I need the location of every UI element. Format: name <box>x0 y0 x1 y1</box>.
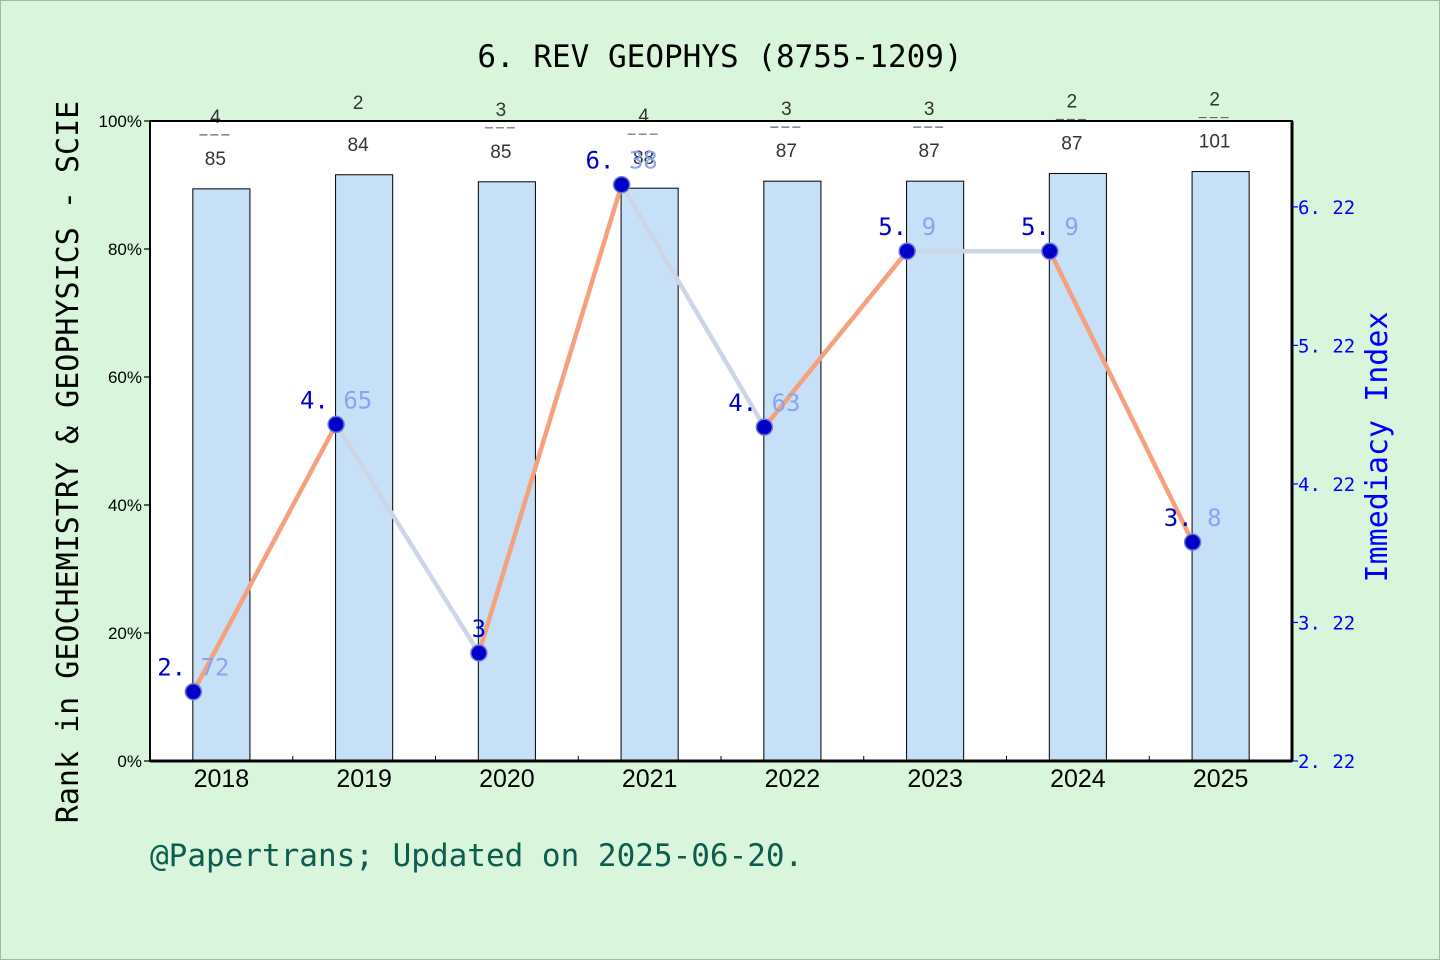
bar-2022 <box>763 180 822 762</box>
data-label-2025: 3. 8 <box>1164 504 1222 532</box>
line-segment <box>1047 248 1195 545</box>
left-tick-label: 80% <box>108 240 142 259</box>
rank-label: 4 <box>638 106 649 127</box>
data-label-2018: 2. 72 <box>157 654 229 682</box>
x-tick-label: 2018 <box>194 765 250 793</box>
line-segment <box>191 422 339 694</box>
data-label-2024: 5. 9 <box>1021 213 1079 241</box>
point-2025 <box>1183 533 1202 551</box>
line-segment <box>619 182 767 430</box>
total-label: 101 <box>1199 132 1231 153</box>
rank-label: 2 <box>353 93 364 114</box>
data-label-2019: 4. 65 <box>300 386 372 414</box>
point-2018 <box>184 682 203 701</box>
footer-note: @Papertrans; Updated on 2025-06-20. <box>150 838 803 874</box>
x-tick-label: 2022 <box>765 765 821 793</box>
rank-label: 3 <box>924 99 935 120</box>
x-tick-label: 2020 <box>479 765 535 793</box>
x-tick-label: 2021 <box>622 765 678 793</box>
left-tick-label: 20% <box>108 624 142 643</box>
x-tick-label: 2019 <box>336 765 392 793</box>
data-label-2023: 5. 9 <box>878 213 936 241</box>
chart-title: 6. REV GEOPHYS (8755-1209) <box>477 39 962 75</box>
right-tick-label: 6. 22 <box>1298 197 1355 219</box>
y-axis-right-label: Immediacy Index <box>1360 312 1395 583</box>
rank-labels: 4 85 2 84 3 85 4 88 3 87 3 87 2 87 2 101 <box>199 90 1231 170</box>
left-tick-label: 40% <box>108 496 142 515</box>
rank-label: 2 <box>1067 91 1078 112</box>
left-tick-label: 0% <box>117 752 142 771</box>
bar-2024 <box>1048 172 1107 762</box>
total-label: 88 <box>633 148 654 169</box>
rank-label: 4 <box>210 107 221 128</box>
right-tick-label: 4. 22 <box>1298 474 1355 496</box>
line-segment <box>762 248 910 430</box>
data-label-2021: 6. 38 <box>585 147 657 175</box>
total-label: 87 <box>776 141 797 162</box>
left-tick-label: 60% <box>108 368 142 387</box>
total-label: 84 <box>348 135 370 156</box>
data-label-2022: 4. 63 <box>728 389 800 417</box>
point-2021 <box>612 175 631 194</box>
line-segment <box>476 182 624 656</box>
plot-area <box>150 121 1292 761</box>
axes: 0% 20% 40% 60% 80% 100% 2. 22 3. 22 4. 22 5. 22 6.… <box>99 112 1356 793</box>
point-2023 <box>898 242 916 260</box>
x-tick-label: 2024 <box>1050 765 1106 793</box>
point-2022 <box>755 418 774 436</box>
bar-2020 <box>477 181 536 762</box>
x-tick-label: 2025 <box>1193 765 1249 793</box>
y-axis-left-label: Rank in GEOCHEMISTRY & GEOPHYSICS - SCIE <box>51 101 86 823</box>
point-2019 <box>327 415 345 434</box>
x-tick-label: 2023 <box>907 765 963 793</box>
rank-label: 2 <box>1209 90 1220 111</box>
bar-2025 <box>1191 171 1250 762</box>
data-label-2020: 3 <box>472 615 486 643</box>
rank-label: 3 <box>496 100 507 121</box>
left-tick-label: 100% <box>99 112 142 131</box>
bar-2018 <box>192 188 251 762</box>
point-2024 <box>1041 242 1059 260</box>
rank-label: 3 <box>781 99 792 120</box>
right-tick-label: 3. 22 <box>1298 612 1355 634</box>
line-segment <box>333 422 482 656</box>
line-series: 2. 72 4. 65 3 6. 38 4. 63 5. 9 5. 9 3. 8 <box>157 147 1222 701</box>
total-label: 87 <box>919 141 940 162</box>
point-2020 <box>470 644 488 662</box>
right-tick-label: 5. 22 <box>1298 335 1355 357</box>
right-tick-label: 2. 22 <box>1298 751 1355 773</box>
total-label: 85 <box>205 149 226 170</box>
total-label: 87 <box>1061 133 1082 154</box>
bar-2023 <box>906 180 965 762</box>
total-label: 85 <box>490 142 511 163</box>
bar-2021 <box>620 187 679 762</box>
